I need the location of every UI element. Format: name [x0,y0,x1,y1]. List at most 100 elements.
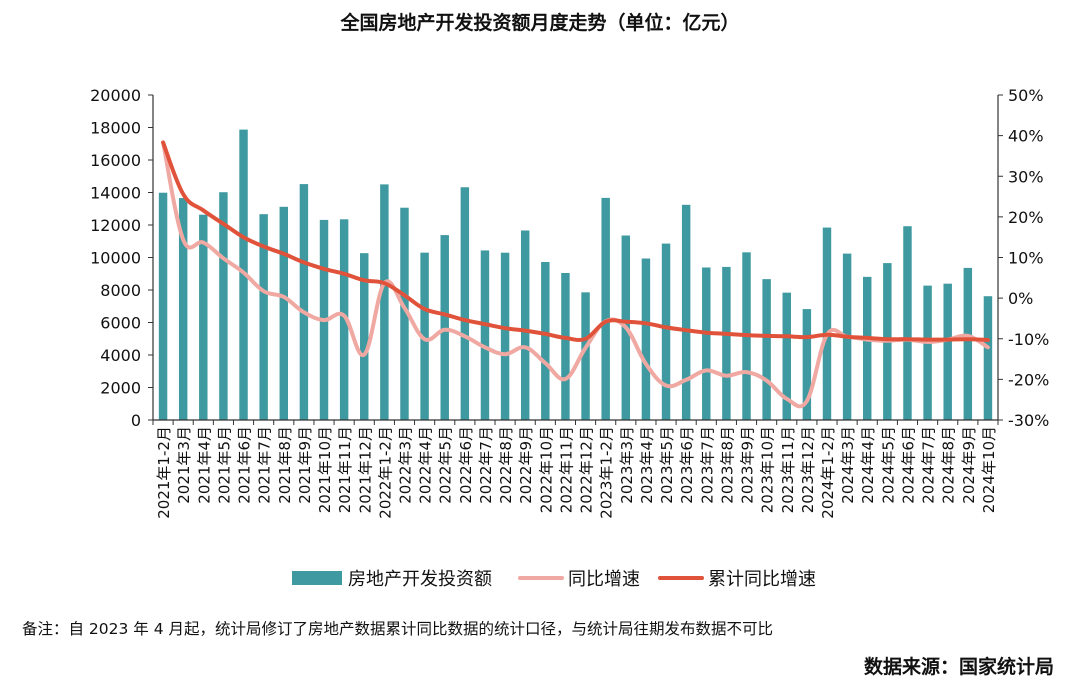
data-source: 数据来源：国家统计局 [863,656,1054,678]
x-tick-label: 2021年4月 [195,426,213,504]
x-tick-label: 2021年8月 [276,426,294,504]
bar [963,267,973,420]
bar [923,285,932,420]
x-tick-label: 2023年3月 [618,426,636,504]
bar [158,192,168,420]
left-tick-label: 16000 [90,151,141,170]
bar [782,292,791,420]
left-tick-label: 12000 [90,216,141,235]
x-tick-label: 2021年5月 [215,426,233,504]
chart-title: 全国房地产开发投资额月度走势（单位：亿元） [340,12,740,34]
x-tick-label: 2024年4月 [859,426,877,504]
axes-layer: 0 2000 4000 6000 8000 10000 12000 14000 16000 180… [90,86,1049,519]
x-tick-label: 2024年1-2月 [819,426,837,519]
x-tick-label: 2024年3月 [839,426,857,504]
right-tick-label: 0% [1008,289,1033,308]
bar [420,252,429,420]
x-tick-label: 2021年9月 [296,426,314,504]
x-tick-label: 2022年10月 [537,426,555,513]
bar [863,276,872,420]
bar [903,226,912,420]
bar [681,204,691,420]
x-tick-label: 2024年7月 [920,426,938,504]
bar [380,184,389,420]
x-tick-label: 2022年12月 [578,426,596,513]
right-tick-label: -30% [1008,411,1049,430]
bar [500,252,510,420]
bar [561,272,570,420]
left-tick-label: 14000 [90,184,141,203]
x-tick-label: 2021年11月 [336,426,354,513]
x-tick-label: 2021年6月 [236,426,254,504]
lines-layer [161,140,990,409]
x-tick-label: 2023年11月 [779,426,797,513]
legend-label-cumulative: 累计同比增速 [708,569,816,590]
bar [520,230,530,420]
x-tick-label: 2021年3月 [175,426,193,504]
left-tick-label: 4000 [100,346,141,365]
bar [440,235,449,420]
bar [601,197,610,420]
bar [279,206,288,420]
x-tick-label: 2024年10月 [980,426,998,513]
left-tick-label: 2000 [100,379,141,398]
bar [259,214,268,420]
left-tick-label: 10000 [90,249,141,268]
right-tick-label: 40% [1008,127,1044,146]
x-tick-label: 2022年11月 [557,426,575,513]
left-tick-label: 18000 [90,119,141,138]
right-tick-label: 30% [1008,167,1044,186]
bar [219,192,228,420]
x-tick-label: 2021年12月 [356,426,374,513]
x-tick-label: 2021年10月 [316,426,334,513]
x-tick-label: 2023年9月 [739,426,757,504]
x-tick-label: 2022年5月 [437,426,455,504]
bar [822,227,832,420]
right-tick-label: 20% [1008,208,1044,227]
legend-label-yoy: 同比增速 [568,569,640,590]
bar [581,292,590,420]
legend: 房地产开发投资额 同比增速 累计同比增速 [292,569,816,590]
right-tick-label: 10% [1008,249,1044,268]
right-tick-label: -10% [1008,330,1049,349]
x-tick-label: 2024年6月 [900,426,918,504]
right-tick-label: -20% [1008,370,1049,389]
x-tick-label: 2023年1-2月 [598,426,616,519]
x-tick-label: 2022年1-2月 [376,426,394,519]
x-tick-label: 2022年9月 [517,426,535,504]
bar [360,253,369,420]
bar [983,296,993,420]
x-tick-label: 2022年3月 [397,426,415,504]
legend-label-bar: 房地产开发投资额 [348,569,492,590]
x-tick-label: 2023年8月 [718,426,736,504]
bar [480,250,490,420]
series-line-cumulative [161,140,990,343]
bar [199,214,208,420]
left-tick-label: 20000 [90,86,141,105]
bars-layer [158,129,993,420]
x-tick-label: 2023年6月 [678,426,696,504]
x-tick-label: 2022年4月 [417,426,435,504]
x-tick-label: 2024年5月 [879,426,897,504]
bar [541,262,550,420]
x-tick-label: 2023年5月 [658,426,676,504]
x-tick-label: 2023年4月 [638,426,656,504]
bar [641,258,651,420]
x-tick-label: 2024年9月 [960,426,978,504]
x-tick-label: 2023年7月 [698,426,716,504]
bar [722,266,731,420]
bar [661,243,671,420]
bar [702,267,711,420]
x-tick-label: 2023年10月 [759,426,777,513]
x-tick-label: 2024年8月 [940,426,958,504]
right-tick-label: 50% [1008,86,1044,105]
bar [400,207,409,420]
footnote: 备注：自 2023 年 4 月起，统计局修订了房地产数据累计同比数据的统计口径，… [22,620,774,638]
left-tick-label: 8000 [100,281,141,300]
legend-swatch-bar [292,571,342,585]
x-tick-label: 2022年7月 [477,426,495,504]
bar [762,279,771,420]
x-tick-label: 2021年1-2月 [155,426,173,519]
x-tick-label: 2021年7月 [256,426,274,504]
